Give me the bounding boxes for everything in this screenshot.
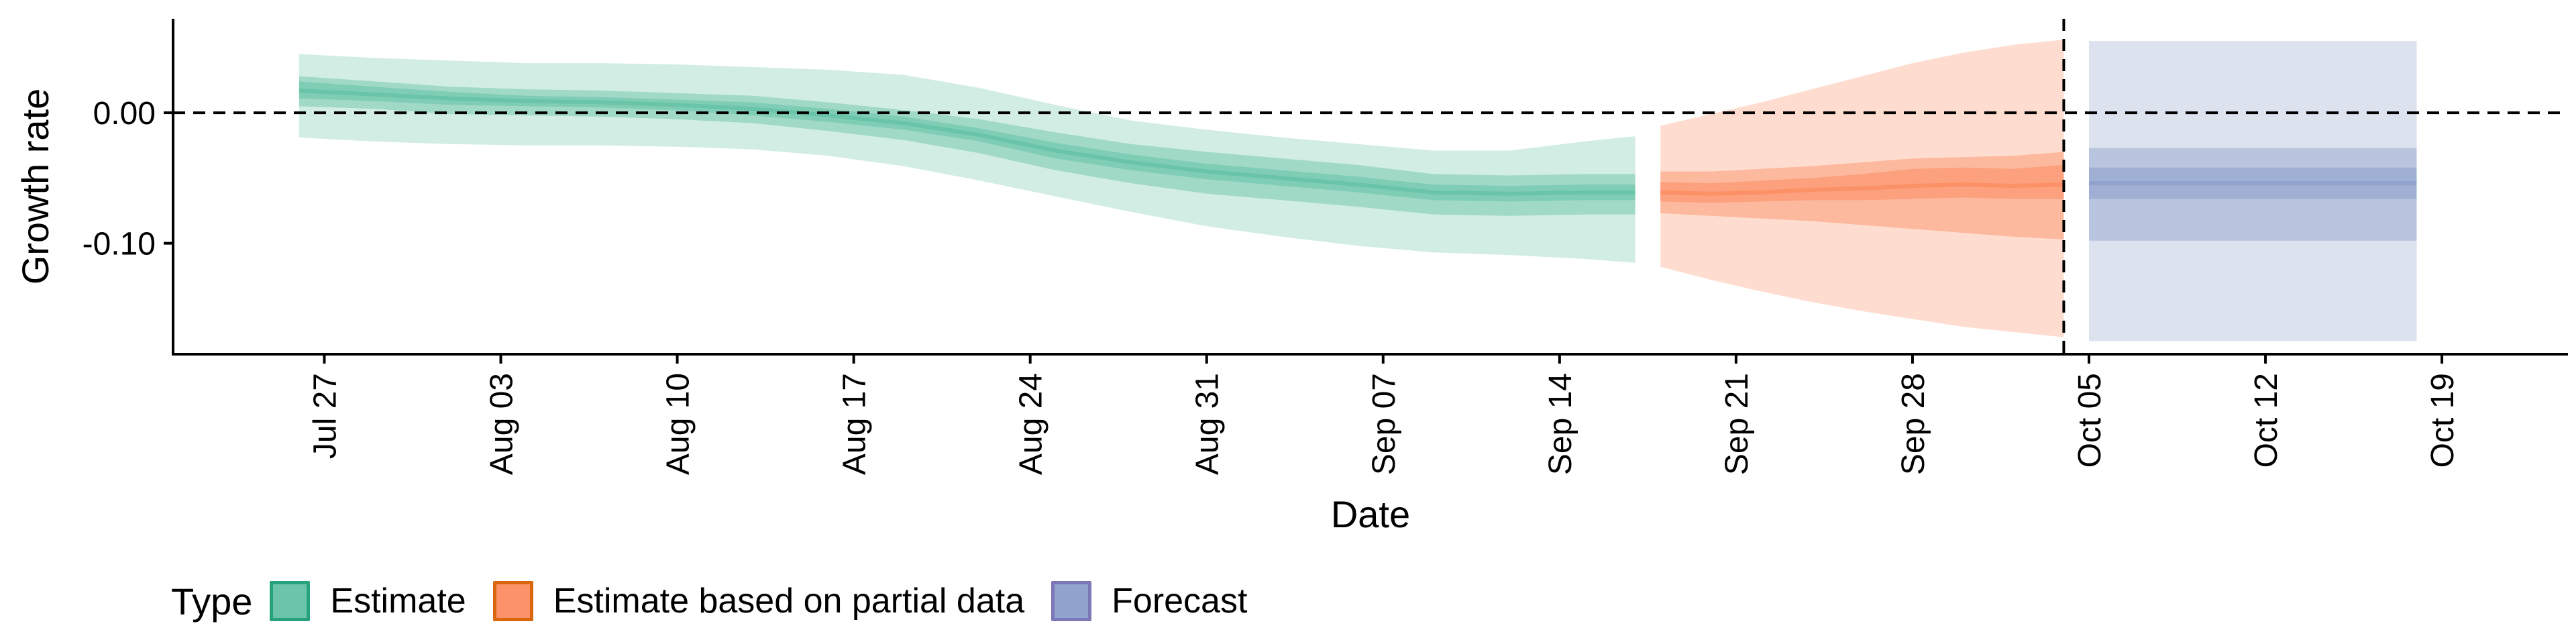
x-tick-label: Sep 14	[1543, 373, 1578, 475]
legend: Type Estimate Estimate based on partial d…	[171, 574, 1274, 628]
x-tick-label: Aug 10	[661, 373, 696, 475]
legend-key-forecast	[1051, 581, 1092, 621]
ticks: 0.00 -0.10 Jul 27 Aug 03 Aug 10 Aug 17 Aug 24 A…	[83, 96, 2461, 475]
x-tick-label: Oct 05	[2072, 373, 2108, 468]
estimate-based-on-partial-data-median-line	[1660, 182, 2064, 196]
legend-key-estimate	[270, 581, 311, 621]
y-tick-label: -0.10	[83, 227, 156, 262]
uncertainty-bands	[299, 40, 2417, 341]
x-tick-label: Sep 28	[1896, 373, 1931, 475]
x-tick-label: Aug 17	[837, 373, 873, 475]
axes	[172, 19, 2568, 356]
legend-title: Type	[171, 580, 253, 623]
legend-item-estimate: Estimate	[270, 581, 466, 621]
x-tick-label: Aug 24	[1014, 373, 1049, 475]
legend-label-forecast: Forecast	[1112, 582, 1248, 621]
y-axis-label: Growth rate	[14, 89, 56, 285]
reference-lines	[173, 19, 2568, 354]
x-tick-label: Sep 07	[1366, 373, 1402, 475]
x-tick-label: Jul 27	[308, 373, 343, 459]
x-tick-label: Oct 12	[2249, 373, 2284, 468]
x-tick-label: Aug 31	[1190, 373, 1226, 475]
estimate-ci_90-band	[299, 54, 1635, 263]
legend-key-estimate-based-on-partial-data	[492, 581, 533, 621]
growth-rate-chart: 0.00 -0.10 Jul 27 Aug 03 Aug 10 Aug 17 Aug 24 A…	[14, 19, 2568, 535]
x-tick-label: Oct 19	[2425, 373, 2461, 468]
estimate-median-line	[299, 89, 1635, 196]
x-tick-label: Aug 03	[484, 373, 520, 475]
legend-item-forecast: Forecast	[1051, 581, 1247, 621]
x-axis-label: Date	[1331, 493, 1410, 535]
estimate-ci_20-band	[299, 81, 1635, 202]
x-tick-label: Sep 21	[1719, 373, 1755, 475]
legend-label-estimate-based-on-partial-data: Estimate based on partial data	[553, 582, 1025, 621]
legend-item-estimate-based-on-partial-data: Estimate based on partial data	[492, 581, 1025, 621]
y-tick-label: 0.00	[93, 96, 156, 131]
legend-label-estimate: Estimate	[330, 582, 466, 621]
